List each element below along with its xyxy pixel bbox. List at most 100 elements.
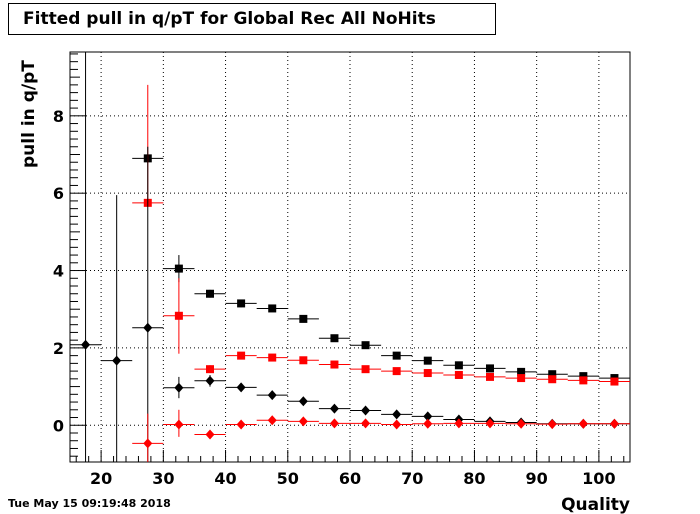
y-axis-title: pull in q/pT bbox=[19, 60, 39, 168]
square-marker bbox=[548, 375, 557, 384]
square-marker bbox=[268, 353, 277, 362]
data-point bbox=[194, 429, 226, 440]
data-point bbox=[536, 375, 568, 384]
x-tick-label: 40 bbox=[214, 469, 236, 488]
data-point bbox=[287, 416, 319, 427]
x-tick-label: 50 bbox=[277, 469, 299, 488]
data-point bbox=[443, 418, 475, 429]
y-tick-label: 0 bbox=[53, 416, 64, 435]
diamond-marker bbox=[267, 415, 277, 426]
square-marker bbox=[206, 365, 214, 374]
data-point bbox=[598, 377, 630, 386]
diamond-marker bbox=[267, 390, 277, 401]
y-tick-label: 6 bbox=[53, 184, 64, 203]
diamond-marker bbox=[298, 396, 308, 407]
y-tick-label: 4 bbox=[53, 262, 64, 281]
data-point bbox=[536, 419, 568, 430]
square-marker bbox=[237, 351, 246, 360]
square-marker bbox=[299, 356, 308, 365]
data-point bbox=[225, 299, 257, 308]
diamond-marker bbox=[547, 419, 557, 430]
data-point bbox=[256, 304, 288, 313]
square-marker bbox=[486, 364, 494, 373]
data-point bbox=[256, 353, 288, 362]
square-marker bbox=[361, 341, 370, 350]
data-point bbox=[225, 382, 257, 393]
diamond-marker bbox=[392, 419, 402, 430]
data-point bbox=[163, 376, 195, 399]
data-point bbox=[194, 365, 226, 374]
square-marker bbox=[174, 264, 183, 273]
data-point bbox=[381, 367, 413, 376]
square-marker bbox=[361, 365, 370, 374]
square-marker bbox=[548, 370, 557, 379]
diamond-marker bbox=[423, 418, 433, 429]
data-point bbox=[70, 52, 102, 462]
square-marker bbox=[517, 374, 526, 383]
square-marker bbox=[330, 360, 339, 369]
data-point bbox=[318, 403, 350, 414]
x-tick-label: 30 bbox=[152, 469, 174, 488]
y-tick-label: 2 bbox=[53, 339, 64, 358]
data-point bbox=[225, 351, 257, 360]
square-marker bbox=[423, 356, 432, 365]
chart-title: Fitted pull in q/pT for Global Rec All N… bbox=[23, 9, 436, 29]
diamond-marker bbox=[485, 418, 495, 429]
square-marker bbox=[206, 289, 214, 298]
data-point bbox=[567, 418, 599, 429]
data-point bbox=[567, 376, 599, 385]
data-point bbox=[256, 390, 288, 401]
diamond-marker bbox=[236, 382, 246, 393]
x-tick-label: 20 bbox=[90, 469, 112, 488]
x-tick-label: 90 bbox=[526, 469, 548, 488]
data-point bbox=[163, 278, 195, 354]
diamond-marker bbox=[329, 403, 339, 414]
timestamp: Tue May 15 09:19:48 2018 bbox=[8, 497, 171, 510]
diamond-marker bbox=[143, 438, 153, 449]
axis-ticks bbox=[70, 53, 625, 462]
diamond-marker bbox=[205, 375, 215, 386]
data-point bbox=[256, 415, 288, 426]
diamond-marker bbox=[174, 419, 184, 430]
diamond-marker bbox=[81, 339, 91, 350]
square-marker bbox=[392, 367, 401, 376]
data-point bbox=[132, 146, 164, 462]
square-marker bbox=[486, 372, 494, 381]
data-point bbox=[287, 396, 319, 407]
data-point bbox=[412, 369, 444, 378]
data-point bbox=[381, 419, 413, 430]
diamond-marker bbox=[205, 429, 215, 440]
data-point bbox=[132, 413, 164, 462]
data-point bbox=[536, 370, 568, 379]
data-point bbox=[163, 255, 195, 283]
x-tick-label: 100 bbox=[582, 469, 615, 488]
data-point bbox=[194, 289, 226, 298]
data-point bbox=[381, 409, 413, 420]
data-point bbox=[598, 418, 630, 429]
square-marker bbox=[579, 376, 588, 385]
diamond-marker bbox=[609, 418, 619, 429]
square-marker bbox=[454, 361, 463, 370]
diamond-marker bbox=[361, 405, 371, 416]
chart-title-box: Fitted pull in q/pT for Global Rec All N… bbox=[8, 3, 496, 35]
data-points bbox=[70, 52, 630, 462]
square-marker bbox=[392, 351, 401, 360]
square-marker bbox=[174, 311, 183, 320]
data-point bbox=[412, 418, 444, 429]
data-point bbox=[505, 418, 537, 429]
data-point bbox=[505, 367, 537, 376]
data-point bbox=[474, 364, 506, 373]
data-point bbox=[412, 356, 444, 365]
diamond-marker bbox=[143, 322, 153, 333]
data-point bbox=[505, 374, 537, 383]
data-point bbox=[101, 195, 133, 462]
data-point bbox=[350, 418, 382, 429]
diamond-marker bbox=[392, 409, 402, 420]
data-point bbox=[163, 409, 195, 437]
diamond-marker bbox=[329, 418, 339, 429]
x-tick-label: 70 bbox=[401, 469, 423, 488]
data-point bbox=[443, 361, 475, 370]
diamond-marker bbox=[112, 355, 122, 366]
x-tick-label: 80 bbox=[463, 469, 485, 488]
